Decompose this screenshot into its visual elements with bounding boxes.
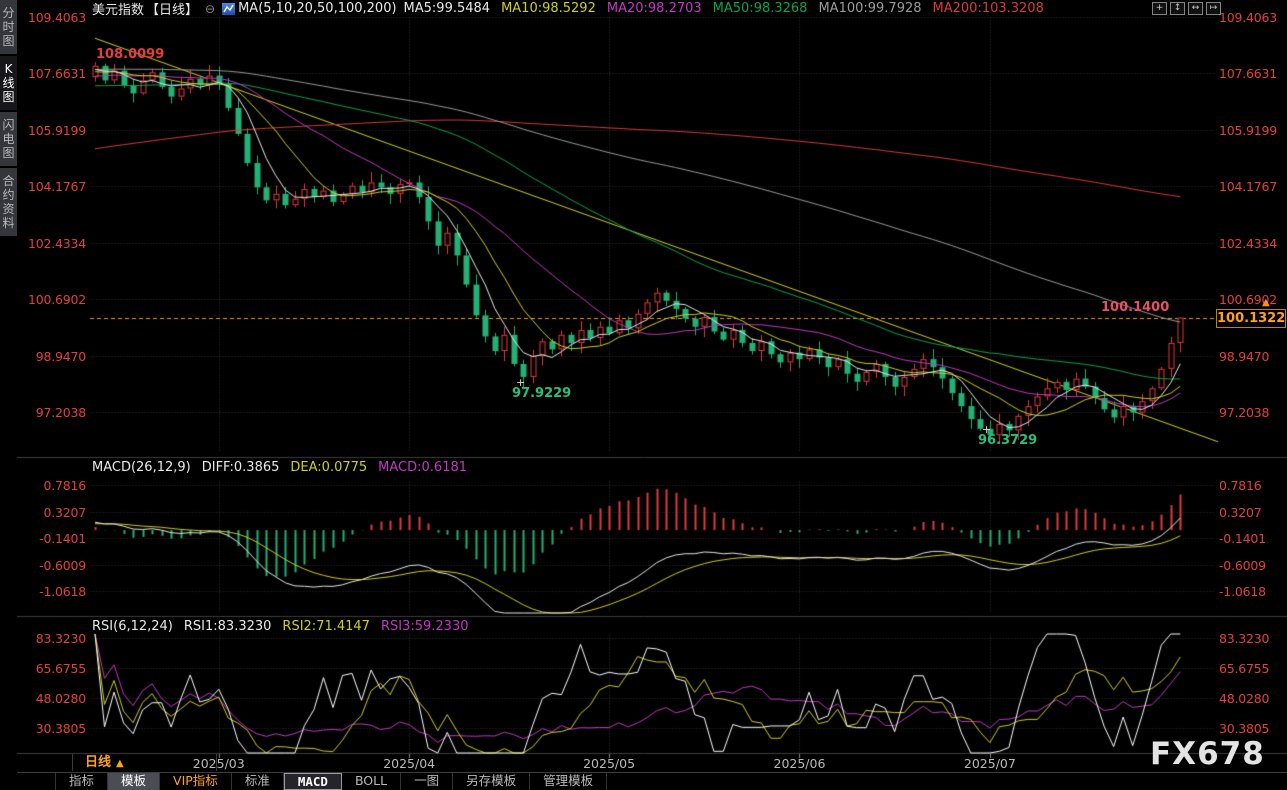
price-axis-tick: 102.4334 (1219, 235, 1278, 251)
macd-axis-tick: -0.1401 (39, 531, 86, 547)
macd-axis-tick: -0.1401 (1219, 531, 1266, 547)
price-axis-tick: 107.6631 (27, 66, 86, 82)
price-axis-tick: 104.1767 (27, 179, 86, 195)
price-marker-icon: ▲ (1262, 297, 1270, 308)
price-axis-tick: 105.9199 (1219, 122, 1278, 138)
period-label: 日线 (85, 755, 112, 770)
window-controls: + ↕ ↔ ↦ (1152, 2, 1221, 15)
macd-axis-tick: -1.0618 (1219, 584, 1266, 600)
sidebar-tab-合约资料[interactable]: 合约资料 (0, 168, 17, 236)
crosshair-icon[interactable]: + (1152, 2, 1167, 15)
july-low-label: 96.3729 (978, 433, 1038, 448)
date-label-2025/03: 2025/03 (192, 756, 245, 771)
toolbar-item-BOLL[interactable]: BOLL (342, 773, 402, 790)
toolbar-item-一图[interactable]: 一图 (401, 773, 454, 790)
macd-dea-value: DEA:0.0775 (290, 460, 368, 475)
april-low-label: 97.9229 (512, 386, 572, 401)
low-cross-marker: + (982, 423, 992, 436)
price-axis-tick: 98.9470 (1219, 348, 1270, 364)
symbol-name: 美元指数 (92, 3, 145, 18)
current-price-box: 100.1322 (1216, 309, 1286, 328)
toolbar-item-MACD[interactable]: MACD (283, 773, 342, 790)
macd-axis-tick: -1.0618 (39, 584, 86, 600)
macd-macd-value: MACD:0.6181 (378, 460, 468, 475)
macd-diff-value: DIFF:0.3865 (201, 460, 280, 475)
macd-title[interactable]: MACD(26,12,9) (92, 460, 191, 475)
period-tag: 【日线】 (146, 3, 199, 18)
y-scale-icon[interactable]: ↕ (1170, 2, 1185, 15)
ma-legend-item: MA20:98.2703 (606, 1, 702, 16)
rsi-axis-tick: 30.3805 (35, 720, 86, 736)
price-axis-tick: 100.6902 (27, 292, 86, 308)
rsi-axis-tick: 48.0280 (35, 690, 86, 706)
period-arrow-icon: ▲ (116, 758, 124, 769)
date-label-2025/04: 2025/04 (383, 756, 436, 771)
ma-legend: MA5:99.5484 MA10:98.5292 MA20:98.2703 MA50:… (404, 1, 1044, 16)
rsi-axis-tick: 83.3230 (1219, 631, 1270, 646)
period-high-label: 108.0099 (96, 47, 165, 62)
shift-right-icon[interactable]: ↦ (1206, 2, 1221, 15)
toolbar-item-模板[interactable]: 模板 (108, 773, 161, 790)
toolbar-item-标准[interactable]: 标准 (232, 773, 284, 790)
date-label-2025/05: 2025/05 (583, 756, 636, 771)
toolbar-item-管理模板[interactable]: 管理模板 (530, 773, 608, 790)
rsi-header: RSI(6,12,24) RSI1:83.3230 RSI2:71.4147 R… (92, 619, 468, 634)
rsi-axis-tick: 83.3230 (35, 631, 86, 646)
macd-axis-tick: 0.7816 (43, 477, 86, 493)
price-axis-tick: 98.9470 (35, 348, 86, 364)
sidebar-tab-分时图[interactable]: 分时图 (0, 0, 17, 54)
toolbar-item-指标[interactable]: 指标 (55, 773, 109, 790)
rsi1-value: RSI1:83.3230 (183, 619, 272, 634)
low-cross-marker: + (516, 376, 526, 389)
rsi2-value: RSI2:71.4147 (282, 619, 370, 634)
macd-axis-tick: 0.3207 (43, 504, 86, 520)
price-axis-tick: 97.2038 (35, 405, 86, 421)
date-label-2025/06: 2025/06 (773, 756, 826, 771)
macd-axis-tick: 0.3207 (1219, 504, 1262, 520)
rsi-axis-tick: 65.6755 (1219, 660, 1270, 676)
macd-header: MACD(26,12,9) DIFF:0.3865 DEA:0.0775 MAC… (92, 460, 467, 475)
watermark: FX678 (1150, 736, 1265, 772)
price-axis-tick: 109.4063 (1219, 10, 1278, 25)
left-sidebar: 分时图 K线图闪电图合约资料 (0, 0, 17, 790)
ma-legend-item: MA200:103.3208 (932, 1, 1044, 16)
rsi-axis-tick: 65.6755 (35, 660, 86, 676)
toolbar-item-VIP指标[interactable]: VIP指标 (160, 773, 232, 790)
price-axis-tick: 97.2038 (1219, 405, 1270, 421)
collapse-icon[interactable]: ⊖ (205, 1, 216, 16)
price-axis-tick: 104.1767 (1219, 179, 1278, 195)
ma-legend-item: MA50:98.3268 (712, 1, 808, 16)
macd-axis-tick: -0.6009 (1219, 557, 1266, 573)
sidebar-tab-闪电图[interactable]: 闪电图 (0, 112, 17, 166)
date-label-2025/07: 2025/07 (963, 756, 1016, 771)
price-axis-tick: 109.4063 (27, 10, 86, 25)
price-axis-tick: 100.6902 (1219, 292, 1278, 308)
ma-legend-item: MA5:99.5484 (403, 1, 491, 16)
sidebar-tab-K线图[interactable]: K线图 (0, 56, 17, 110)
rsi-axis-tick: 30.3805 (1219, 720, 1270, 736)
price-axis-tick: 102.4334 (27, 235, 86, 251)
macd-axis-tick: -0.6009 (39, 557, 86, 573)
rsi-title[interactable]: RSI(6,12,24) (92, 619, 173, 634)
ma-settings-icon[interactable] (222, 2, 236, 15)
rsi3-value: RSI3:59.2330 (380, 619, 469, 634)
period-selector[interactable]: 日线 ▲ (72, 754, 217, 771)
price-axis-tick: 107.6631 (1219, 66, 1278, 82)
chart-header: 美元指数 【日线】 ⊖ MA(5,10,20,50,100,200) MA5:99… (92, 1, 1044, 18)
bottom-toolbar: 指标 模板 VIP指标 标准 MACD BOLL 一图 另存模板 管理模板 (0, 772, 1287, 790)
ma-legend-item: MA10:98.5292 (501, 1, 596, 16)
x-scale-icon[interactable]: ↔ (1188, 2, 1203, 15)
price-axis-tick: 105.9199 (27, 122, 86, 138)
toolbar-item-另存模板[interactable]: 另存模板 (453, 773, 531, 790)
macd-axis-tick: 0.7816 (1219, 477, 1262, 493)
current-high-label: 100.1400 (1101, 300, 1170, 315)
ma-group-label: MA(5,10,20,50,100,200) (238, 1, 397, 16)
ma-legend-item: MA100:99.7928 (818, 1, 922, 16)
rsi-axis-tick: 48.0280 (1219, 690, 1270, 706)
